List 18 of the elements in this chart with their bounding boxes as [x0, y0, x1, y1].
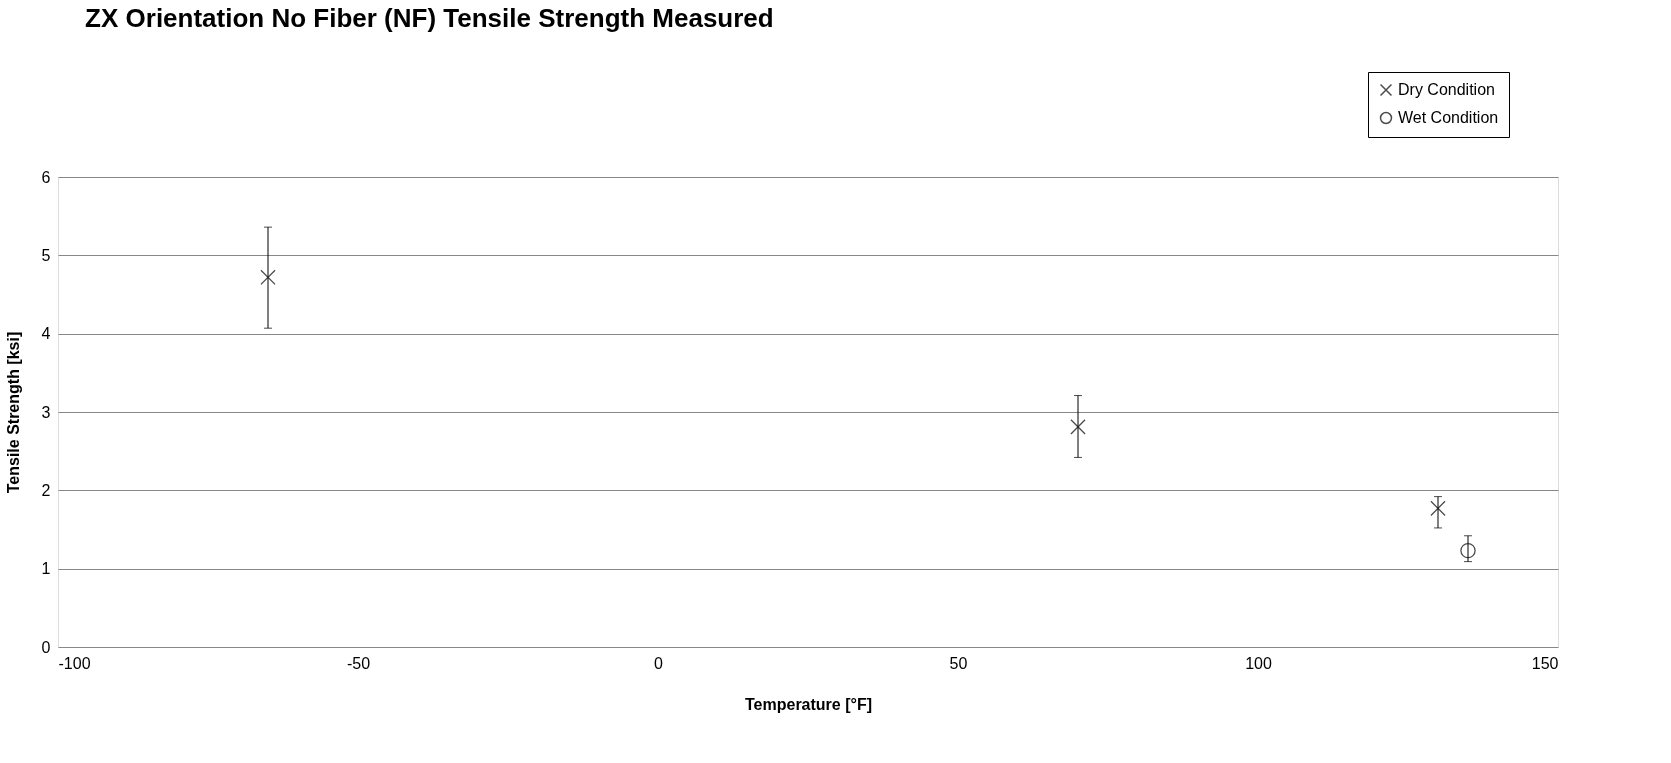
y-tick-label: 6 — [41, 168, 51, 186]
y-tick-label: 0 — [41, 638, 51, 656]
chart-title: ZX Orientation No Fiber (NF) Tensile Strength Measured — [85, 2, 774, 33]
x-axis-title: Temperature [°F] — [744, 695, 873, 713]
y-tick-label: 2 — [41, 481, 51, 499]
legend-label: Wet Condition — [1398, 109, 1499, 126]
x-tick-label: 50 — [949, 654, 968, 672]
legend-label: Dry Condition — [1398, 81, 1495, 98]
y-tick-label: 3 — [41, 403, 51, 421]
x-tick-label: 150 — [1531, 654, 1559, 672]
y-tick-label: 5 — [41, 246, 51, 264]
y-tick-label: 4 — [41, 325, 51, 343]
y-axis-title: Tensile Strength [ksi] — [4, 331, 22, 494]
x-tick-label: -50 — [346, 654, 371, 672]
x-tick-label: 100 — [1245, 654, 1272, 672]
y-tick-label: 1 — [41, 560, 51, 578]
x-tick-label: 0 — [654, 654, 664, 672]
x-tick-label: -100 — [58, 654, 91, 672]
